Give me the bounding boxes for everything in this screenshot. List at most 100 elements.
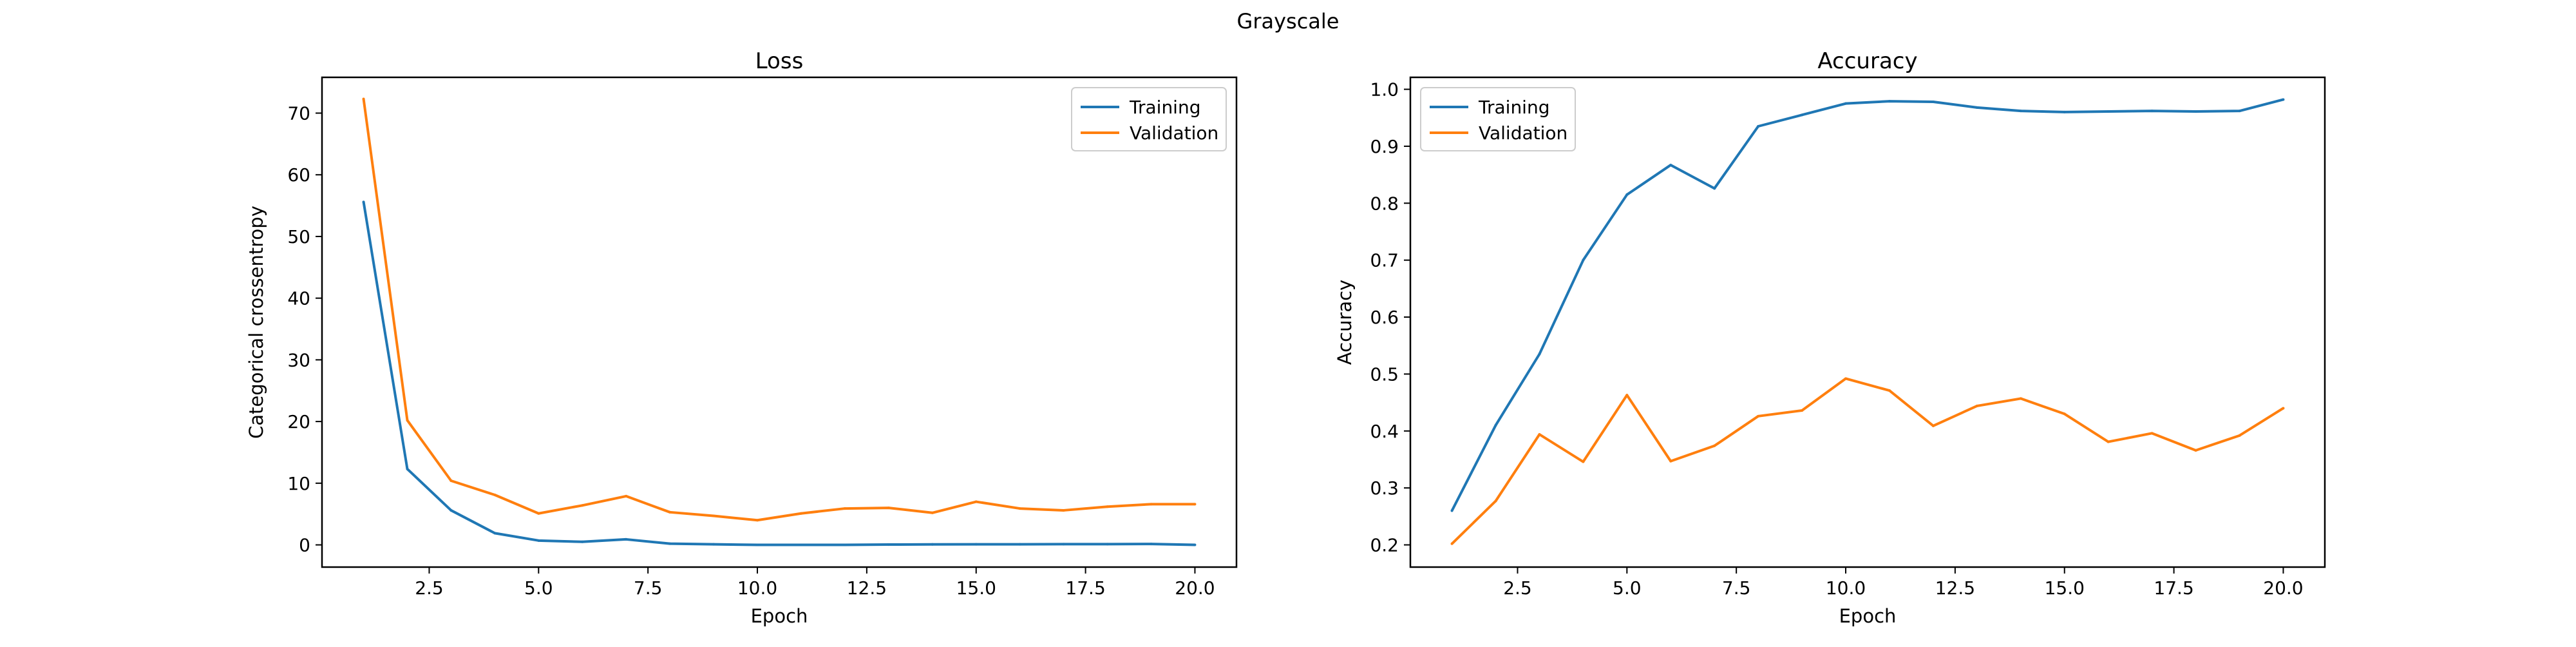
data-point-validation (668, 510, 672, 514)
data-point-training (362, 200, 365, 204)
series-line-training (362, 202, 1195, 546)
data-point-validation (712, 514, 715, 517)
data-point-training (1494, 423, 1497, 427)
data-point-validation (537, 512, 540, 515)
data-point-training (2238, 110, 2241, 113)
data-point-validation (2019, 397, 2022, 400)
legend-box (1071, 87, 1227, 151)
data-point-training (2107, 110, 2110, 113)
legend: Training Validation (1420, 87, 1576, 151)
data-point-validation (493, 494, 497, 497)
data-point-training (974, 543, 978, 546)
data-point-validation (2238, 434, 2241, 437)
data-point-training (625, 537, 628, 541)
x-tick-label: 10.0 (737, 577, 777, 599)
data-point-training (493, 532, 497, 535)
y-tick-label: 10 (287, 473, 310, 494)
y-tick-label: 0.3 (1370, 478, 1399, 499)
x-axis-label: Epoch (1839, 605, 1897, 627)
data-point-validation (2063, 412, 2066, 416)
legend-label-training: Training (1478, 97, 1549, 118)
x-tick-label: 20.0 (2263, 577, 2303, 599)
data-point-validation (931, 511, 934, 514)
y-tick-label: 0.2 (1370, 535, 1399, 556)
data-point-validation (756, 519, 759, 522)
data-point-validation (406, 419, 409, 422)
data-point-validation (1757, 414, 1760, 418)
data-point-validation (2107, 440, 2110, 443)
x-tick-label: 12.5 (1935, 577, 1975, 599)
data-point-validation (362, 97, 365, 101)
data-point-training (1713, 187, 1716, 190)
data-point-training (1062, 543, 1065, 546)
data-point-validation (2150, 432, 2154, 435)
x-tick-label: 12.5 (847, 577, 887, 599)
data-point-validation (1582, 460, 1585, 463)
data-point-training (1931, 101, 1935, 103)
y-axis-label: Categorical crossentropy (245, 206, 267, 439)
data-point-training (1975, 106, 1978, 109)
data-point-validation (1844, 377, 1848, 380)
legend-label-training: Training (1129, 97, 1200, 118)
chart-title: Accuracy (1817, 48, 1917, 74)
y-tick-label: 30 (287, 349, 310, 371)
x-tick-label: 7.5 (1722, 577, 1751, 599)
legend-box (1420, 87, 1576, 151)
figure-title: Grayscale (1237, 9, 1340, 34)
data-point-validation (1106, 505, 1109, 508)
data-point-training (406, 467, 409, 470)
y-tick-label: 0.4 (1370, 421, 1399, 442)
data-point-training (2063, 110, 2066, 113)
data-point-training (1582, 258, 1585, 262)
data-point-training (1106, 543, 1109, 546)
data-point-validation (1150, 503, 1153, 506)
data-point-training (1193, 543, 1197, 546)
data-point-validation (799, 512, 802, 515)
x-tick-label: 7.5 (634, 577, 663, 599)
data-point-validation (1713, 444, 1716, 447)
legend-label-validation: Validation (1130, 122, 1218, 144)
chart-title: Loss (755, 48, 804, 74)
data-point-validation (450, 479, 453, 482)
y-tick-label: 40 (287, 288, 310, 309)
data-point-validation (1975, 404, 1978, 407)
legend-label-validation: Validation (1479, 122, 1567, 144)
data-point-training (1757, 125, 1760, 128)
x-tick-label: 20.0 (1175, 577, 1215, 599)
series-line-validation (1451, 377, 2284, 545)
y-tick-label: 60 (287, 164, 310, 186)
data-point-training (1538, 352, 1541, 356)
data-point-training (2282, 98, 2285, 101)
series-line-validation (362, 99, 1195, 522)
data-point-training (581, 540, 584, 543)
x-tick-label: 15.0 (956, 577, 996, 599)
data-point-training (887, 543, 890, 546)
x-tick-label: 17.5 (2154, 577, 2193, 599)
y-tick-label: 0.5 (1370, 363, 1399, 385)
data-point-training (537, 539, 540, 542)
data-point-validation (1193, 503, 1197, 506)
data-point-validation (1801, 409, 1804, 412)
data-point-training (1625, 193, 1629, 197)
y-tick-label: 0.8 (1370, 193, 1399, 214)
data-point-training (931, 543, 934, 546)
x-tick-label: 15.0 (2045, 577, 2085, 599)
y-tick-label: 0.6 (1370, 307, 1399, 328)
x-tick-label: 5.0 (524, 577, 553, 599)
data-point-validation (2194, 449, 2197, 452)
y-tick-label: 0.9 (1370, 136, 1399, 157)
data-point-training (843, 543, 846, 546)
data-point-validation (625, 494, 628, 497)
loss-chart: Loss 2.5 5.0 7.5 10.0 12.5 15.0 17.5 20.0 0 10 20 30… (245, 48, 1238, 627)
y-tick-label: 0.7 (1370, 250, 1399, 271)
data-point-validation (1018, 507, 1021, 510)
data-point-training (2019, 110, 2022, 113)
data-point-training (1018, 543, 1021, 546)
data-point-training (1801, 113, 1804, 117)
data-point-validation (1450, 542, 1454, 545)
legend: Training Validation (1071, 87, 1227, 151)
data-point-validation (1062, 508, 1065, 512)
y-tick-label: 1.0 (1370, 79, 1399, 101)
data-point-validation (1669, 459, 1672, 463)
